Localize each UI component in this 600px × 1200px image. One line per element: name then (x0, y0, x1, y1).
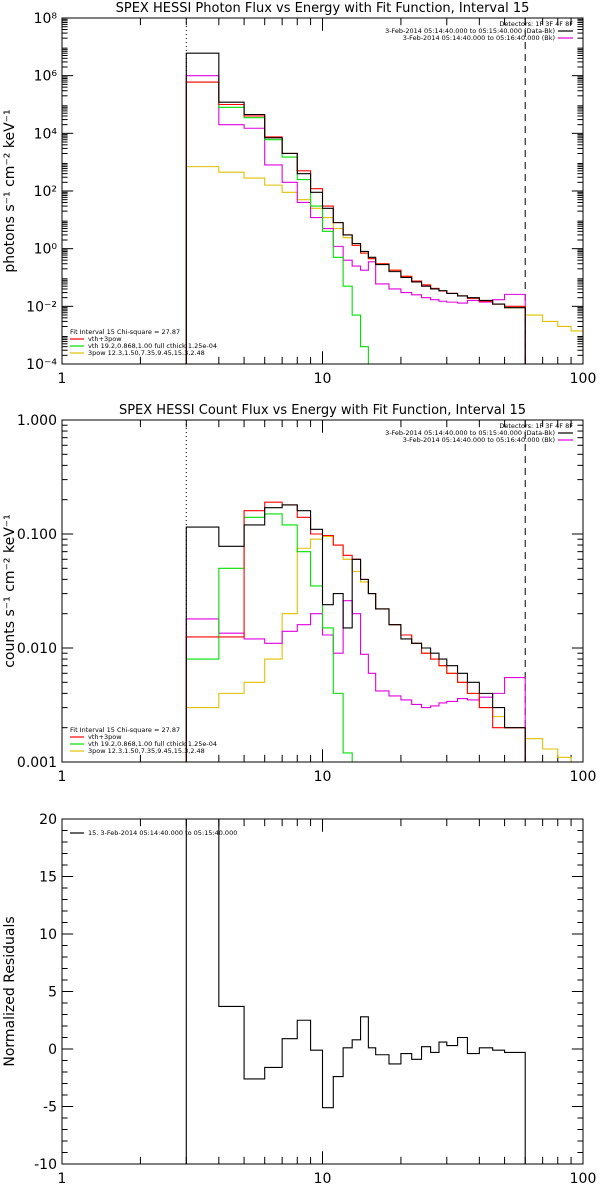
legend-header: Fit Interval 15 Chi-square = 27.87 (70, 726, 180, 734)
y-tick-label: 20 (39, 812, 57, 828)
legend-label: vth 19.2,0.868,1.00 full cthick 1.25e-04 (88, 342, 217, 350)
x-tick-label: 100 (570, 1171, 597, 1187)
legend-label: 15. 3-Feb-2014 05:14:40.000 to 05:15:40.… (88, 829, 237, 837)
panel-title: SPEX HESSI Count Flux vs Energy with Fit… (119, 403, 526, 418)
header-line: 3-Feb-2014 05:14:40.000 to 05:15:40.000 … (385, 429, 555, 437)
series-bk (185, 75, 526, 364)
y-axis-label: photons s⁻¹ cm⁻² keV⁻¹ (2, 109, 18, 272)
legend-label: vth 19.2,0.868,1.00 full cthick 1.25e-04 (88, 740, 217, 748)
y-tick-label: 10² (34, 184, 57, 200)
legend-label: 3pow 12.3,1.50,7.35,9.45,15.3,2.48 (88, 747, 205, 755)
y-axis-label: counts s⁻¹ cm⁻² keV⁻¹ (2, 514, 18, 668)
panel-resid: Normalized Residuals 1 10 100 -10 -5 0 5 10 15 20 1… (2, 812, 596, 1187)
header-line: 3-Feb-2014 05:14:40.000 to 05:16:40.000 … (403, 436, 555, 444)
x-tick-label: 100 (570, 371, 597, 387)
y-axis-label: Normalized Residuals (2, 916, 18, 1066)
x-tick-label: 10 (314, 769, 332, 785)
detectors-label: Detectors: 1F 3F 4F 8F (499, 422, 573, 430)
panel-photon: SPEX HESSI Photon Flux vs Energy with Fi… (2, 1, 596, 387)
y-tick-label: -5 (43, 1100, 57, 1116)
header-line: 3-Feb-2014 05:14:40.000 to 05:16:40.000 … (403, 34, 555, 42)
y-tick-label: 5 (48, 985, 57, 1001)
y-tick-label: 10⁻² (26, 299, 57, 315)
y-tick-label: 1.000 (17, 413, 57, 429)
panel-title: SPEX HESSI Photon Flux vs Energy with Fi… (116, 1, 530, 16)
legend-label: vth+3pow (88, 733, 122, 741)
y-tick-label: 0.100 (17, 527, 57, 543)
y-tick-label: -10 (34, 1157, 57, 1173)
plot-area (185, 819, 526, 1164)
x-tick-label: 100 (570, 769, 597, 785)
header-line: 3-Feb-2014 05:14:40.000 to 05:15:40.000 … (385, 27, 555, 35)
y-tick-label: 10⁰ (34, 242, 58, 258)
y-tick-label: 10⁻⁴ (26, 357, 57, 373)
x-tick-label: 1 (58, 1171, 67, 1187)
plot-area (185, 420, 583, 762)
x-tick-label: 1 (58, 769, 67, 785)
series-15-3-feb-2014-05-14- (185, 819, 526, 1164)
plot-frame (61, 818, 584, 1165)
y-tick-label: 10 (39, 927, 57, 943)
series-data-bk (185, 52, 526, 364)
plot-area (185, 18, 583, 364)
series-data-bk (185, 504, 526, 762)
y-tick-label: 0.001 (17, 755, 57, 771)
x-tick-label: 10 (314, 371, 332, 387)
plot-frame (61, 419, 584, 763)
plot-frame (61, 17, 584, 365)
y-tick-label: 15 (39, 870, 57, 886)
x-tick-label: 10 (314, 1171, 332, 1187)
legend-header: Fit Interval 15 Chi-square = 27.87 (70, 328, 180, 336)
series-bk (185, 600, 526, 762)
y-tick-label: 0.010 (17, 641, 57, 657)
y-tick-label: 10⁶ (34, 69, 58, 85)
y-tick-label: 0 (48, 1042, 57, 1058)
legend-label: 3pow 12.3,1.50,7.35,9.45,15.3,2.48 (88, 349, 205, 357)
y-tick-label: 10⁴ (34, 126, 58, 142)
detectors-label: Detectors: 1F 3F 4F 8F (499, 20, 573, 28)
legend-label: vth+3pow (88, 335, 122, 343)
x-tick-label: 1 (58, 371, 67, 387)
series-vth (185, 513, 362, 762)
y-tick-label: 10⁸ (34, 11, 58, 27)
panel-count: SPEX HESSI Count Flux vs Energy with Fit… (2, 403, 596, 785)
